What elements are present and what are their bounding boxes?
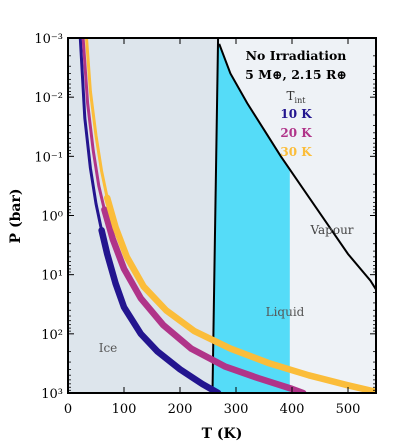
chart-subtitle: 5 M⊕, 2.15 R⊕ [245,67,347,82]
phase-regions [68,38,376,393]
y-tick-label: 10⁰ [41,210,63,225]
profile-line-thick-2 [103,194,376,393]
x-tick-label: 100 [112,402,137,417]
region-label-liquid: Liquid [266,305,305,319]
region-label-vapour: Vapour [309,223,353,237]
profile-curves [78,38,376,393]
region-label-ice: Ice [99,341,118,355]
liquid-vapour-boundary [218,43,376,291]
profile-line-thick-0 [98,227,222,393]
liquid-region [212,38,290,393]
legend-entry-20k: 20 K [280,126,312,140]
x-tick-label: 500 [336,402,361,417]
x-tick-label: 300 [224,402,249,417]
y-tick-label: 10⁻¹ [34,150,63,165]
y-tick-label: 10⁻³ [34,32,63,47]
x-tick-label: 200 [168,402,193,417]
ice-region [68,38,219,393]
legend-entry-30k: 30 K [280,145,312,159]
ice-liquid-boundary [211,38,220,393]
plot-frame [67,37,377,394]
legend-entry-10k: 10 K [280,107,312,121]
y-tick-label: 10⁻² [34,91,63,106]
y-tick-label: 10³ [41,387,63,402]
y-axis-label: P (bar) [8,189,24,244]
y-tick-label: 10² [41,328,63,343]
x-tick-label: 400 [280,402,305,417]
x-tick-label: 0 [64,402,72,417]
profile-line-thick-1 [101,206,307,393]
chart-title: No Irradiation [246,48,347,63]
x-axis-label: T (K) [202,426,243,442]
y-tick-label: 10¹ [41,269,63,284]
